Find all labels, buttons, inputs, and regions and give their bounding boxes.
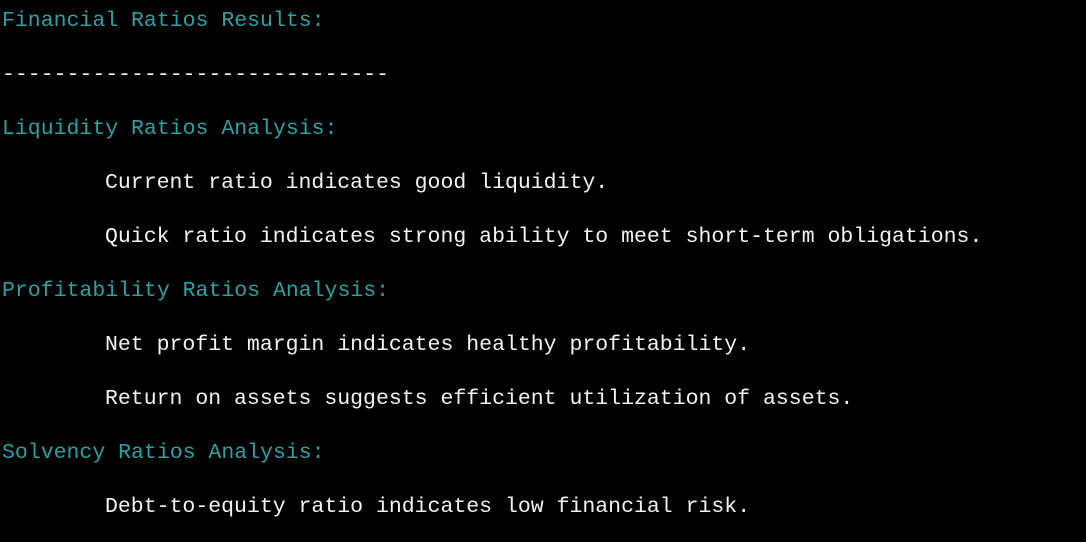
section-heading-liquidity: Liquidity Ratios Analysis: [2, 117, 338, 141]
analysis-line: Quick ratio indicates strong ability to … [105, 225, 983, 249]
separator-line: ------------------------------ [2, 63, 390, 87]
analysis-line: Current ratio indicates good liquidity. [105, 171, 609, 195]
section-heading-profitability: Profitability Ratios Analysis: [2, 279, 390, 303]
analysis-line: Debt-to-equity ratio indicates low finan… [105, 495, 751, 519]
analysis-line: Return on assets suggests efficient util… [105, 387, 854, 411]
analysis-line: Net profit margin indicates healthy prof… [105, 333, 751, 357]
results-title: Financial Ratios Results: [2, 9, 325, 33]
section-heading-solvency: Solvency Ratios Analysis: [2, 441, 325, 465]
